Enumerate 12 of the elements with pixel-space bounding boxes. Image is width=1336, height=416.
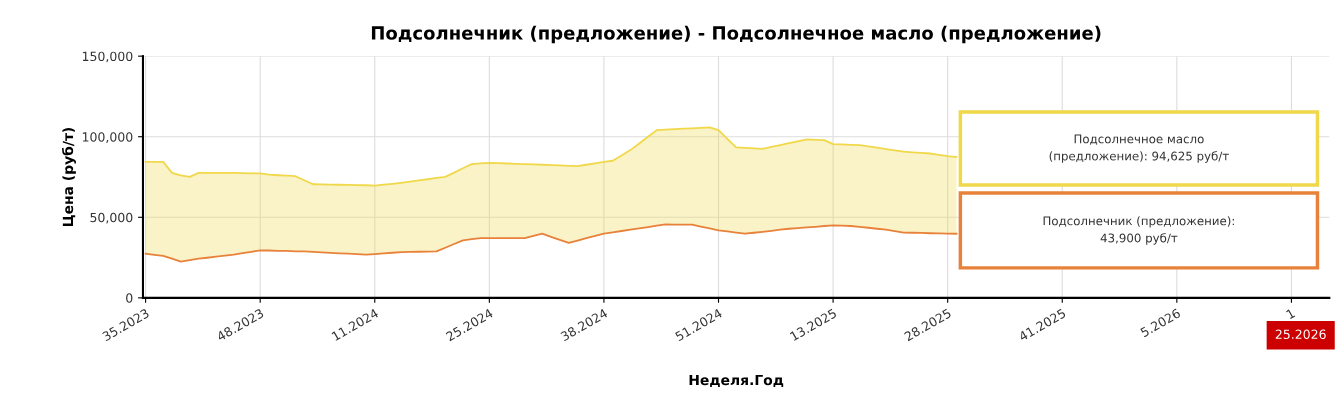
- annotation: Подсолнечник (предложение): 43,900 руб/т: [1043, 216, 1234, 245]
- y-axis-title: Цена (руб/т): [61, 127, 76, 227]
- line-series: [144, 223, 958, 263]
- chart-title: Подсолнечник (предложение) - Подсолнечное масло (предложение): [371, 25, 1101, 44]
- y-tick-label: 150,000: [82, 51, 133, 63]
- x-axis-title: Неделя.Год: [689, 374, 784, 387]
- y-tick-label: 50,000: [90, 212, 133, 224]
- x-tick-label: 1: [1285, 308, 1296, 320]
- y-tick-label: 0: [126, 293, 133, 303]
- text: 25.2026: [1275, 329, 1326, 339]
- y-tick-label: 100,000: [82, 132, 133, 143]
- annotation: Подсолнечное масло (предложение): 94,625 руб/т: [1049, 134, 1229, 163]
